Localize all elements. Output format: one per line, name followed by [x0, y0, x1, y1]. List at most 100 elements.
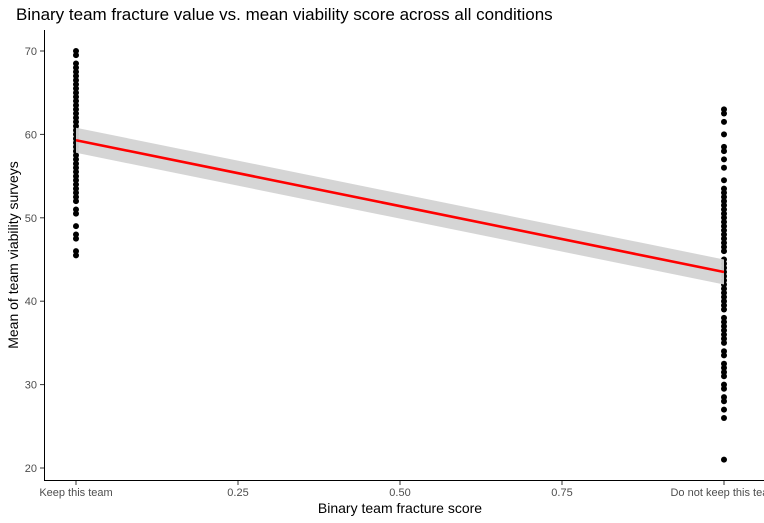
data-point — [721, 148, 727, 155]
data-point — [721, 369, 727, 376]
data-point — [73, 81, 79, 88]
data-point — [73, 173, 79, 180]
y-tick-label: 70 — [25, 46, 37, 58]
data-point — [73, 164, 79, 171]
data-point — [73, 102, 79, 109]
y-axis-ticks: 20 30 40 50 60 70 — [25, 46, 44, 475]
data-point — [721, 327, 727, 334]
data-point — [721, 406, 727, 413]
data-point — [721, 302, 727, 309]
data-point — [73, 89, 79, 96]
data-point — [73, 98, 79, 105]
data-point — [73, 193, 79, 200]
data-point — [73, 68, 79, 75]
data-point — [73, 152, 79, 159]
data-point — [73, 206, 79, 213]
y-tick-label: 40 — [25, 296, 37, 308]
data-point — [721, 373, 727, 380]
data-point — [721, 306, 727, 313]
data-point — [721, 414, 727, 421]
x-tick-label: 0.50 — [389, 487, 410, 499]
data-point — [721, 177, 727, 184]
chart-title: Binary team fracture value vs. mean viab… — [16, 5, 553, 24]
data-point — [73, 185, 79, 192]
x-tick-label: 0.75 — [551, 487, 572, 499]
data-point — [73, 114, 79, 121]
data-point — [721, 360, 727, 367]
data-point — [721, 364, 727, 371]
data-point — [721, 231, 727, 238]
data-point — [73, 156, 79, 163]
x-tick-label: 0.25 — [227, 487, 248, 499]
data-point — [721, 214, 727, 221]
data-point — [73, 60, 79, 67]
data-point — [721, 381, 727, 388]
data-point — [721, 156, 727, 163]
data-point — [73, 110, 79, 117]
data-point — [721, 398, 727, 405]
y-tick-label: 20 — [25, 463, 37, 475]
data-point — [721, 106, 727, 113]
data-point — [721, 248, 727, 255]
data-point — [73, 177, 79, 184]
data-point — [721, 164, 727, 171]
data-point — [721, 235, 727, 242]
data-point — [73, 118, 79, 125]
data-point — [721, 239, 727, 246]
y-axis-title: Mean of team viability surveys — [5, 161, 21, 349]
data-point — [721, 243, 727, 250]
data-point — [73, 231, 79, 238]
data-point — [73, 77, 79, 84]
data-point — [721, 385, 727, 392]
data-point — [721, 289, 727, 296]
data-point — [721, 348, 727, 355]
data-point — [73, 235, 79, 242]
data-point — [721, 118, 727, 125]
data-point — [721, 189, 727, 196]
data-point — [721, 143, 727, 150]
data-point — [721, 218, 727, 225]
data-point — [721, 323, 727, 330]
data-point — [721, 223, 727, 230]
data-point — [721, 294, 727, 301]
data-point — [721, 352, 727, 359]
data-point — [73, 48, 79, 54]
data-point — [73, 248, 79, 255]
data-point — [73, 210, 79, 217]
data-point — [73, 106, 79, 113]
x-axis-ticks: Keep this team 0.25 0.50 0.75 Do not keep th… — [39, 481, 764, 499]
x-tick-label: Keep this team — [39, 487, 112, 499]
data-point — [721, 339, 727, 346]
data-point — [721, 314, 727, 321]
data-point — [73, 252, 79, 259]
data-point — [721, 131, 727, 138]
data-point — [73, 198, 79, 205]
x-axis-title: Binary team fracture score — [318, 500, 482, 516]
data-point — [721, 394, 727, 401]
data-point — [721, 227, 727, 234]
data-point — [721, 331, 727, 338]
data-point — [721, 185, 727, 192]
data-point — [73, 52, 79, 59]
data-point — [721, 193, 727, 200]
data-point — [73, 93, 79, 100]
data-point — [721, 198, 727, 205]
data-point — [721, 202, 727, 209]
data-point — [721, 298, 727, 305]
data-point — [73, 123, 79, 130]
y-tick-label: 50 — [25, 213, 37, 225]
data-point — [721, 210, 727, 217]
data-point — [73, 189, 79, 196]
data-point — [73, 73, 79, 80]
data-point — [73, 168, 79, 175]
data-point — [73, 223, 79, 230]
y-tick-label: 30 — [25, 380, 37, 392]
plot-area — [73, 48, 727, 463]
y-tick-label: 60 — [25, 129, 37, 141]
data-point — [721, 206, 727, 213]
regression-line — [75, 138, 725, 274]
data-point — [721, 319, 727, 326]
data-point — [721, 456, 727, 463]
data-point — [721, 285, 727, 292]
